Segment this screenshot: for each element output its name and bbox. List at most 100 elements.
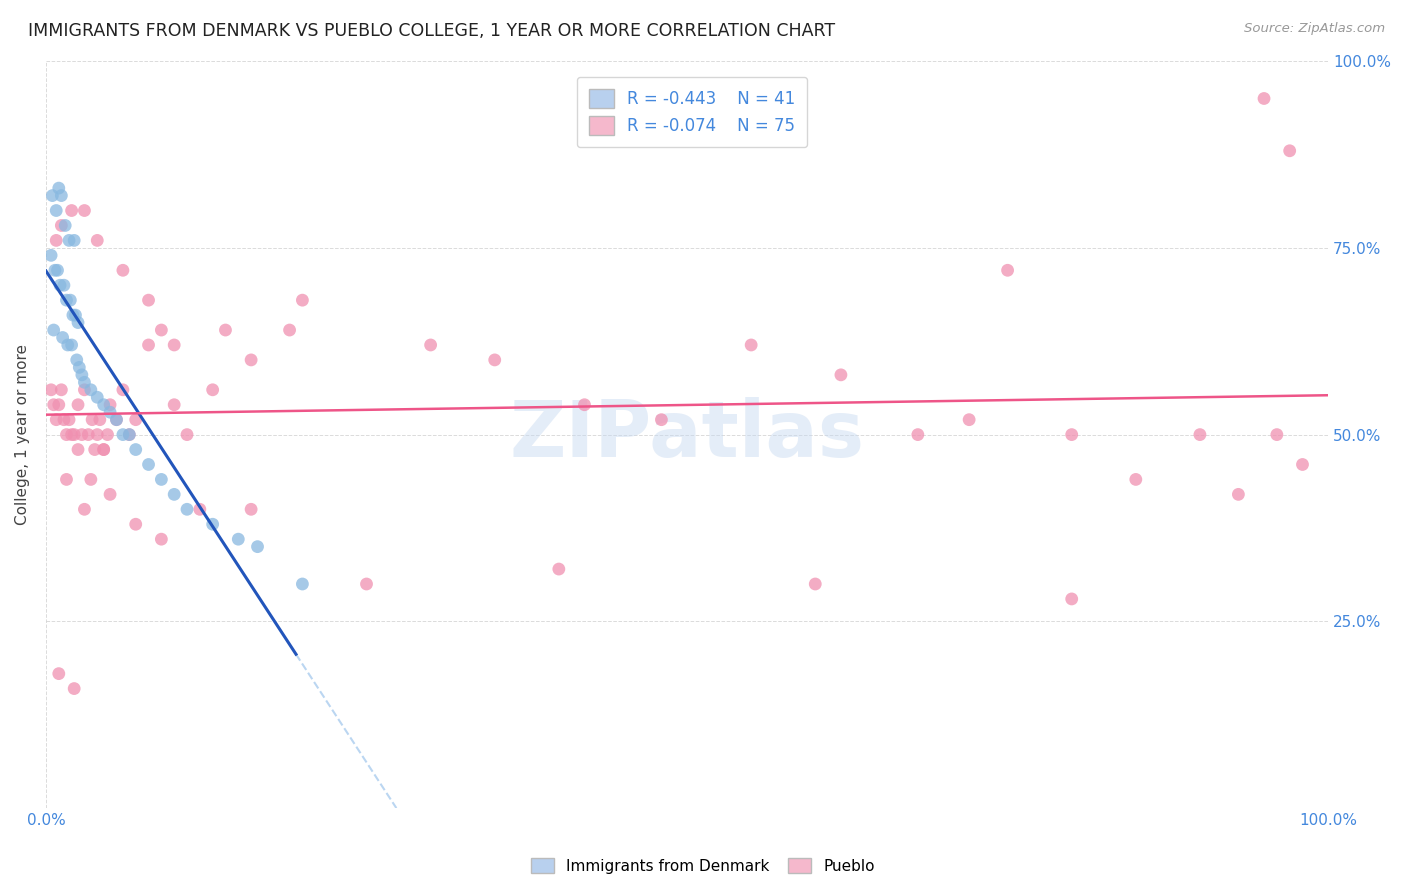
Point — [240, 352, 263, 367]
Point — [53, 219, 76, 233]
Point — [1060, 427, 1083, 442]
Point — [1188, 427, 1211, 442]
Point — [176, 427, 198, 442]
Point — [49, 278, 72, 293]
Point — [41, 188, 63, 202]
Point — [89, 412, 111, 426]
Point — [98, 398, 121, 412]
Point — [138, 458, 160, 472]
Point — [86, 390, 108, 404]
Point — [45, 203, 67, 218]
Point — [52, 278, 75, 293]
Point — [201, 517, 224, 532]
Point — [138, 293, 160, 308]
Point — [118, 427, 141, 442]
Point — [574, 398, 596, 412]
Point — [39, 383, 62, 397]
Point — [997, 263, 1019, 277]
Point — [111, 383, 134, 397]
Point — [163, 338, 186, 352]
Point — [1227, 487, 1250, 501]
Legend: R = -0.443    N = 41, R = -0.074    N = 75: R = -0.443 N = 41, R = -0.074 N = 75 — [576, 77, 807, 147]
Point — [60, 338, 83, 352]
Point — [86, 427, 108, 442]
Point — [804, 577, 827, 591]
Point — [82, 412, 104, 426]
Point — [70, 427, 93, 442]
Point — [111, 427, 134, 442]
Point — [77, 427, 100, 442]
Point — [51, 188, 73, 202]
Point — [52, 412, 75, 426]
Point — [105, 412, 128, 426]
Point — [55, 293, 77, 308]
Point — [1253, 91, 1275, 105]
Point — [45, 412, 67, 426]
Point — [66, 442, 89, 457]
Point — [150, 472, 173, 486]
Point — [163, 487, 186, 501]
Point — [48, 398, 70, 412]
Point — [547, 562, 569, 576]
Point — [246, 540, 269, 554]
Point — [66, 398, 89, 412]
Point — [42, 398, 65, 412]
Point — [740, 338, 762, 352]
Point — [39, 248, 62, 262]
Point — [150, 323, 173, 337]
Point — [59, 293, 82, 308]
Point — [105, 412, 128, 426]
Point — [1060, 591, 1083, 606]
Point — [214, 323, 236, 337]
Point — [1265, 427, 1288, 442]
Point — [201, 383, 224, 397]
Point — [55, 427, 77, 442]
Point — [70, 368, 93, 382]
Point — [51, 219, 73, 233]
Point — [48, 181, 70, 195]
Point — [291, 577, 314, 591]
Y-axis label: College, 1 year or more: College, 1 year or more — [15, 344, 30, 525]
Point — [1278, 144, 1301, 158]
Point — [125, 412, 148, 426]
Point — [62, 308, 84, 322]
Point — [1125, 472, 1147, 486]
Point — [58, 234, 80, 248]
Point — [1291, 458, 1313, 472]
Point — [830, 368, 852, 382]
Point — [93, 442, 115, 457]
Point — [58, 412, 80, 426]
Point — [957, 412, 980, 426]
Point — [73, 203, 96, 218]
Point — [44, 263, 66, 277]
Point — [60, 203, 83, 218]
Point — [650, 412, 672, 426]
Point — [163, 398, 186, 412]
Point — [73, 383, 96, 397]
Point — [419, 338, 441, 352]
Point — [46, 263, 69, 277]
Point — [356, 577, 378, 591]
Point — [907, 427, 929, 442]
Text: IMMIGRANTS FROM DENMARK VS PUEBLO COLLEGE, 1 YEAR OR MORE CORRELATION CHART: IMMIGRANTS FROM DENMARK VS PUEBLO COLLEG… — [28, 22, 835, 40]
Point — [125, 517, 148, 532]
Point — [83, 442, 105, 457]
Point — [278, 323, 301, 337]
Point — [484, 352, 506, 367]
Point — [118, 427, 141, 442]
Point — [67, 360, 90, 375]
Point — [240, 502, 263, 516]
Point — [93, 442, 115, 457]
Point — [226, 532, 249, 546]
Point — [48, 666, 70, 681]
Point — [63, 681, 86, 696]
Point — [60, 427, 83, 442]
Point — [56, 338, 79, 352]
Point — [125, 442, 148, 457]
Point — [80, 383, 103, 397]
Point — [73, 502, 96, 516]
Point — [45, 234, 67, 248]
Point — [65, 308, 87, 322]
Point — [42, 323, 65, 337]
Point — [63, 427, 86, 442]
